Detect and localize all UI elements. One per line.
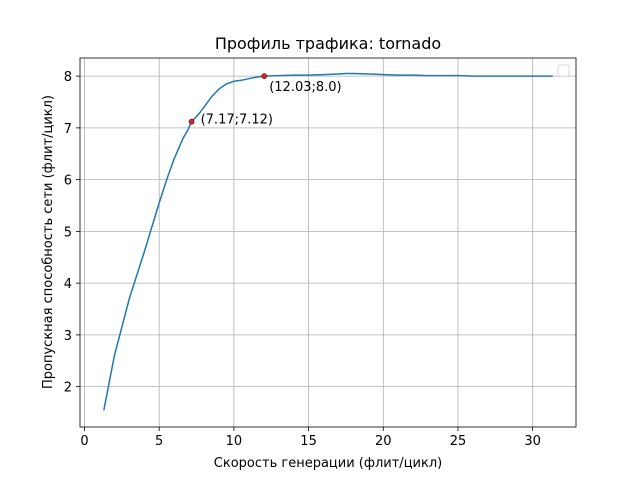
- annotations: (7.17;7.12) (12.03;8.0): [201, 80, 342, 128]
- x-tick-label: 30: [524, 434, 541, 449]
- x-tick-label: 15: [300, 434, 317, 449]
- legend-box: [557, 64, 570, 77]
- x-tick-label: 20: [375, 434, 392, 449]
- x-tick-label: 0: [80, 434, 88, 449]
- y-tick-label: 5: [64, 225, 72, 240]
- y-axis-label: Пропускная способность сети (флит/цикл): [41, 95, 56, 389]
- y-tick-label: 3: [64, 329, 72, 344]
- annotation-marker: [261, 73, 268, 80]
- plot-frame: [79, 57, 577, 428]
- y-tick-label: 7: [64, 122, 72, 137]
- x-tick-label: 25: [450, 434, 467, 449]
- x-tick-label: 5: [155, 434, 163, 449]
- x-tick-label: 10: [226, 434, 243, 449]
- y-tick-label: 4: [64, 277, 72, 292]
- y-tick-label: 6: [64, 174, 72, 189]
- chart-title: Профиль трафика: tornado: [215, 34, 441, 53]
- y-tick-label: 2: [64, 381, 72, 396]
- y-tick-label: 8: [64, 70, 72, 85]
- x-axis-label: Скорость генерации (флит/цикл): [214, 456, 442, 471]
- ticks: 0 5 10 15 20 25 30 2 3 4 5 6 7 8: [64, 70, 541, 449]
- annotation-label: (12.03;8.0): [269, 80, 341, 95]
- marker-layer: [188, 73, 268, 125]
- annotation-label: (7.17;7.12): [201, 113, 273, 128]
- annotation-marker: [188, 118, 195, 125]
